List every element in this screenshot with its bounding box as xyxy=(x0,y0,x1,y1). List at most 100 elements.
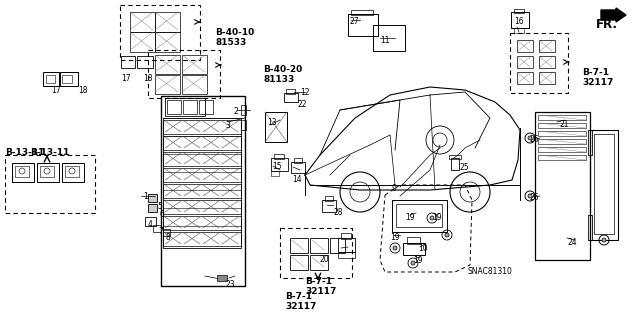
Text: 19: 19 xyxy=(405,213,415,222)
Bar xyxy=(373,25,405,51)
Text: 6: 6 xyxy=(160,210,165,219)
Bar xyxy=(274,154,284,159)
Bar xyxy=(183,100,197,114)
Bar xyxy=(155,55,180,74)
Bar xyxy=(5,155,95,213)
Text: 11: 11 xyxy=(380,36,390,45)
Bar xyxy=(322,200,336,212)
Text: 23: 23 xyxy=(226,280,236,289)
Bar xyxy=(163,168,241,182)
Text: 18: 18 xyxy=(143,74,152,83)
FancyArrow shape xyxy=(601,8,626,22)
Bar xyxy=(449,155,461,159)
Bar xyxy=(291,162,305,173)
Bar xyxy=(163,120,241,134)
Bar xyxy=(538,131,586,136)
Text: 18: 18 xyxy=(78,86,88,95)
Circle shape xyxy=(445,233,449,237)
Bar xyxy=(271,158,288,171)
Bar xyxy=(517,40,533,52)
Bar xyxy=(538,115,586,120)
Bar xyxy=(594,134,614,234)
Bar xyxy=(137,56,153,68)
Bar xyxy=(351,10,373,15)
Bar xyxy=(538,139,586,144)
Text: B-7-1
32117: B-7-1 32117 xyxy=(285,292,316,311)
Text: B-40-10
81533: B-40-10 81533 xyxy=(215,28,254,48)
Bar xyxy=(60,72,78,86)
Bar xyxy=(588,130,592,155)
Bar xyxy=(284,93,298,102)
Bar xyxy=(40,166,54,177)
Text: 10: 10 xyxy=(418,244,428,253)
Text: 1: 1 xyxy=(143,192,148,201)
Bar xyxy=(163,232,241,246)
Text: 26: 26 xyxy=(529,135,539,144)
Text: 9: 9 xyxy=(391,184,396,193)
Bar xyxy=(155,32,180,52)
Text: 14: 14 xyxy=(292,175,301,184)
Text: 12: 12 xyxy=(300,88,310,97)
Text: 15: 15 xyxy=(272,162,282,171)
Text: FR.: FR. xyxy=(596,18,618,31)
Bar xyxy=(145,217,156,226)
Bar xyxy=(330,238,345,253)
Bar xyxy=(163,200,241,214)
Text: 19: 19 xyxy=(432,213,442,222)
Bar xyxy=(539,56,555,68)
Bar xyxy=(280,228,352,278)
Circle shape xyxy=(528,136,532,140)
Bar xyxy=(37,163,59,182)
Bar xyxy=(511,12,529,28)
Bar xyxy=(148,194,157,202)
Bar xyxy=(46,75,55,83)
Bar xyxy=(12,163,34,182)
Text: 24: 24 xyxy=(568,238,578,247)
Text: 28: 28 xyxy=(334,208,344,217)
Bar xyxy=(62,163,84,182)
Text: 5: 5 xyxy=(157,202,162,211)
Bar xyxy=(510,33,568,93)
Text: 22: 22 xyxy=(297,100,307,109)
Text: B-13-11: B-13-11 xyxy=(5,148,44,157)
Bar xyxy=(167,100,181,114)
Bar xyxy=(153,225,161,232)
Bar xyxy=(590,130,618,240)
Bar xyxy=(538,123,586,128)
Text: B-7-1
32117: B-7-1 32117 xyxy=(305,277,337,296)
Bar xyxy=(290,255,308,270)
Bar xyxy=(539,72,555,84)
Bar xyxy=(271,171,279,176)
Circle shape xyxy=(430,216,434,220)
Circle shape xyxy=(528,194,532,198)
Bar xyxy=(325,196,333,201)
Bar xyxy=(341,233,351,239)
Text: 2: 2 xyxy=(233,107,237,116)
Bar xyxy=(182,75,207,94)
Bar xyxy=(65,166,79,177)
Bar xyxy=(310,255,328,270)
Bar xyxy=(155,75,180,94)
Circle shape xyxy=(393,246,397,250)
Bar xyxy=(407,237,420,244)
Text: 3: 3 xyxy=(225,121,230,130)
Bar xyxy=(338,238,355,252)
Bar xyxy=(121,56,135,68)
Text: 7: 7 xyxy=(158,227,163,236)
Bar xyxy=(120,5,200,60)
Bar xyxy=(148,50,220,98)
Text: 20: 20 xyxy=(320,255,330,264)
Bar xyxy=(163,152,241,166)
Text: B-7-1
32117: B-7-1 32117 xyxy=(582,68,613,87)
Text: 17: 17 xyxy=(121,74,131,83)
Bar xyxy=(182,55,207,74)
Bar xyxy=(241,105,246,115)
Text: 19: 19 xyxy=(390,233,399,242)
Text: 4: 4 xyxy=(148,220,153,229)
Text: 16: 16 xyxy=(514,17,524,26)
Bar xyxy=(163,118,241,248)
Bar xyxy=(43,72,59,86)
Bar xyxy=(163,216,241,230)
Bar xyxy=(161,96,245,286)
Bar xyxy=(310,238,328,253)
